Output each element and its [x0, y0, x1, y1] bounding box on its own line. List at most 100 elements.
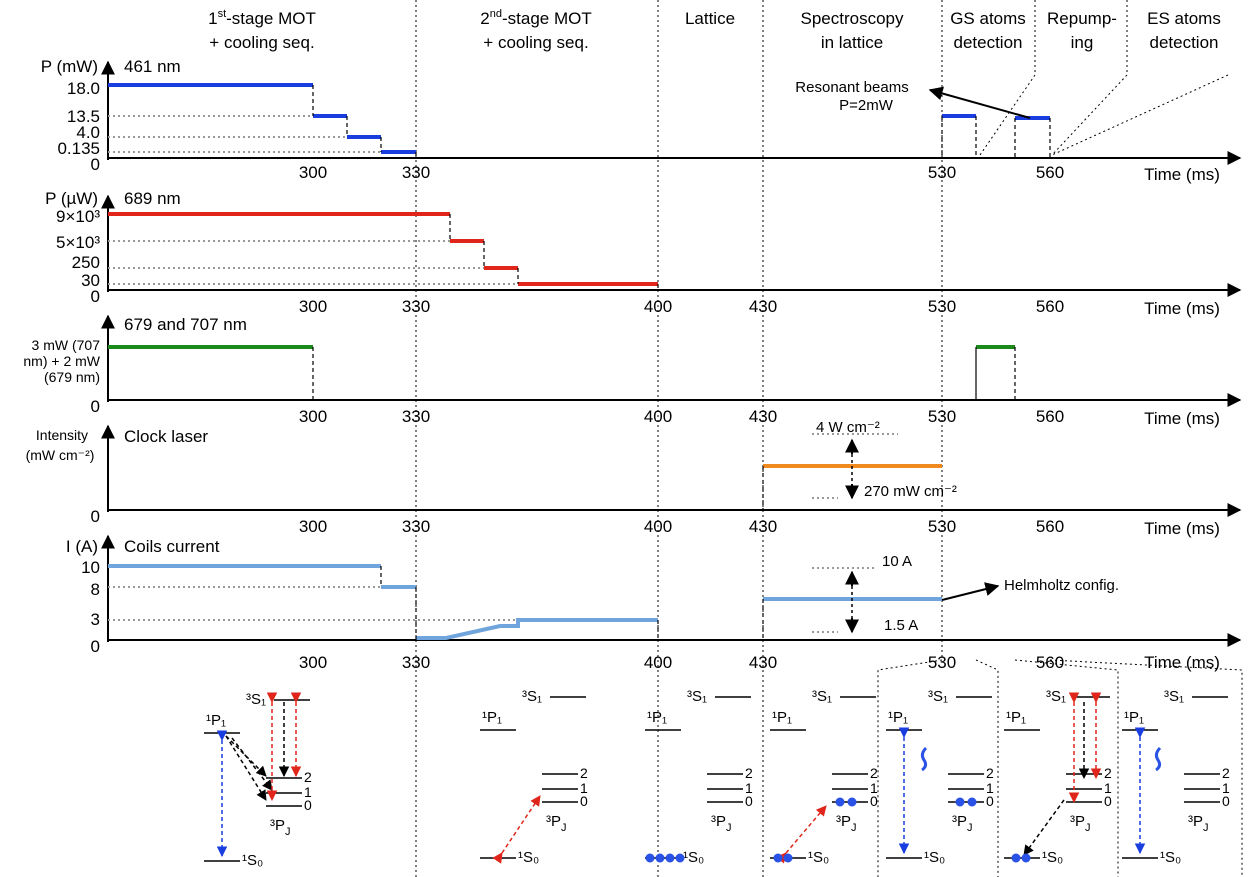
tick-coils-400: 400: [644, 653, 672, 672]
arrow-decay-2: [226, 736, 266, 800]
header-rep-line2: ing: [1071, 33, 1094, 52]
panel-461: P (mW) 461 nm 18.0 13.5 4.0 0.135 0: [41, 57, 1240, 184]
label-j0: 0: [1222, 793, 1230, 809]
label-1S0: ¹S₀: [808, 849, 829, 866]
label-1P1: ¹P₁: [1006, 709, 1026, 726]
level-689-5e3: 5×10³: [56, 233, 100, 252]
annotation-clock-top: 4 W cm⁻²: [816, 419, 880, 436]
tick-coils-430: 430: [749, 653, 777, 672]
annotation-coils-bottom: 1.5 A: [884, 617, 918, 634]
atom-spec-g2: [784, 854, 793, 863]
tick-689-530: 530: [928, 297, 956, 316]
header-lattice: Lattice: [685, 9, 735, 28]
title-461: 461 nm: [124, 57, 181, 76]
label-3PJ: ³PJ: [270, 817, 291, 838]
label-1P1: ¹P₁: [647, 709, 667, 726]
header-mot1-line2: + cooling seq.: [209, 33, 314, 52]
label-1S0: ¹S₀: [683, 849, 704, 866]
time-label-clock: Time (ms): [1144, 519, 1220, 538]
label-3S1: ³S₁: [812, 688, 832, 705]
panel-clock: Intensity (mW cm⁻²) Clock laser 0 4 W cm…: [26, 419, 1240, 538]
tick-coils-560: 560: [1036, 653, 1064, 672]
panel-coils: I (A) Coils current 10 8 3 0 10 A 1.5 A: [66, 536, 1240, 672]
label-j0: 0: [1104, 793, 1112, 809]
label-j0: 0: [745, 793, 753, 809]
label-3S1: ³S₁: [1046, 688, 1066, 705]
label-1P1: ¹P₁: [1124, 709, 1144, 726]
label-j2: 2: [580, 765, 588, 781]
label-3S1: ³S₁: [928, 688, 948, 705]
label-1S0: ¹S₀: [924, 849, 945, 866]
fluorescence-gs: [922, 748, 926, 770]
fluorescence-es: [1156, 748, 1160, 770]
zoom-lines: [878, 75, 1242, 877]
label-3S1: ³S₁: [246, 691, 266, 708]
arrow-decay-rep-g: [1024, 800, 1064, 855]
label-3PJ: ³PJ: [546, 813, 567, 834]
arrow-689-mot2: [502, 796, 540, 853]
label-3PJ: ³PJ: [836, 813, 857, 834]
tick-679-560: 560: [1036, 407, 1064, 426]
label-j0: 0: [304, 797, 312, 813]
label-3S1: ³S₁: [522, 688, 542, 705]
level-679-line2: nm) + 2 mW: [23, 353, 100, 369]
annotation-helmholtz: Helmholtz config.: [1004, 577, 1119, 594]
label-1S0: ¹S₀: [518, 849, 539, 866]
atom-gs-e1: [956, 798, 965, 807]
label-3PJ: ³PJ: [952, 813, 973, 834]
title-coils: Coils current: [124, 537, 220, 556]
header-spectro-line2: in lattice: [821, 33, 883, 52]
header-mot2-line1: 2nd-stage MOT: [480, 8, 591, 28]
label-3S1: ³S₁: [687, 688, 707, 705]
label-1P1: ¹P₁: [888, 709, 908, 726]
label-j0: 0: [986, 793, 994, 809]
label-3PJ: ³PJ: [1070, 813, 1091, 834]
phase-separators: [416, 0, 1127, 877]
annotation-resonant-2: P=2mW: [839, 97, 894, 114]
header-spectro-line1: Spectroscopy: [801, 9, 904, 28]
tick-679-330: 330: [402, 407, 430, 426]
tick-689-300: 300: [299, 297, 327, 316]
label-j2: 2: [986, 765, 994, 781]
header-mot2-line2: + cooling seq.: [483, 33, 588, 52]
tick-clock-330: 330: [402, 517, 430, 536]
tick-461-330: 330: [402, 163, 430, 182]
tick-689-330: 330: [402, 297, 430, 316]
label-1S0: ¹S₀: [242, 852, 263, 869]
level-coils-3: 3: [91, 610, 100, 629]
header-gs-line2: detection: [954, 33, 1023, 52]
atom-spec-g1: [774, 854, 783, 863]
tick-clock-560: 560: [1036, 517, 1064, 536]
tick-clock-300: 300: [299, 517, 327, 536]
annotation-resonant-1: Resonant beams: [795, 79, 908, 96]
atom-lattice-0: [646, 854, 655, 863]
label-1P1: ¹P₁: [482, 709, 502, 726]
level-679-0: 0: [91, 397, 100, 416]
label-j2: 2: [1222, 765, 1230, 781]
label-j2: 2: [745, 765, 753, 781]
unit-clock: Intensity: [36, 427, 88, 443]
level-679-line3: (679 nm): [44, 369, 100, 385]
label-1P1: ¹P₁: [206, 712, 226, 729]
panel-689: P (µW) 689 nm 9×10³ 5×10³ 250 30 0 300 3…: [45, 189, 1240, 318]
signal-coils-seg3: [416, 620, 658, 638]
tick-coils-530: 530: [928, 653, 956, 672]
time-label-689: Time (ms): [1144, 299, 1220, 318]
label-j0: 0: [870, 793, 878, 809]
label-3PJ: ³PJ: [1188, 813, 1209, 834]
phase-headers: 1st-stage MOT + cooling seq. 2nd-stage M…: [208, 8, 1221, 52]
tick-clock-430: 430: [749, 517, 777, 536]
label-1S0: ¹S₀: [1042, 849, 1063, 866]
tick-coils-330: 330: [402, 653, 430, 672]
atom-rep-2: [1022, 854, 1031, 863]
level-679-line1: 3 mW (707: [32, 337, 101, 353]
tick-679-300: 300: [299, 407, 327, 426]
panel-679-707: 679 and 707 nm 3 mW (707 nm) + 2 mW (679…: [23, 315, 1240, 428]
atom-lattice-3: [676, 854, 685, 863]
unit-689: P (µW): [45, 189, 98, 208]
label-j0: 0: [580, 793, 588, 809]
label-1S0: ¹S₀: [1160, 849, 1181, 866]
header-gs-line1: GS atoms: [950, 9, 1026, 28]
tick-461-560: 560: [1036, 163, 1064, 182]
annotation-coils-top: 10 A: [882, 553, 912, 570]
